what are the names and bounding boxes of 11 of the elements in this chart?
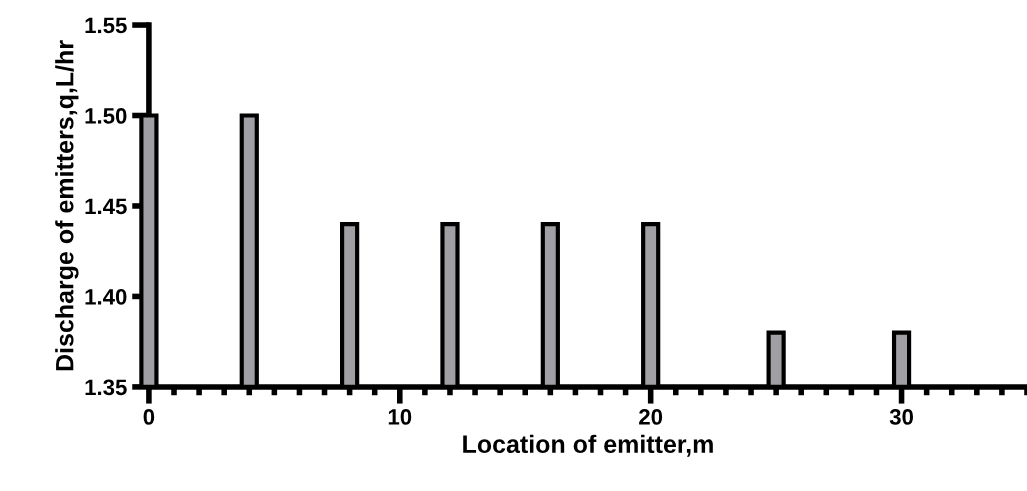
y-tick-label: 1.45 <box>85 198 127 215</box>
y-tick-label: 1.55 <box>85 17 127 34</box>
y-tick-label: 1.35 <box>85 379 127 396</box>
y-axis-title: Discharge of emitters,q,L/hr <box>55 40 79 371</box>
y-tick-label: 1.50 <box>85 108 127 124</box>
x-tick-label: 20 <box>639 409 663 425</box>
y-tick-label: 1.40 <box>85 288 127 305</box>
x-tick-label: 10 <box>388 409 412 425</box>
x-tick-label: 0 <box>143 409 155 425</box>
x-tick-label: 30 <box>889 409 914 425</box>
x-axis-title: Location of emitter,m <box>463 434 713 457</box>
